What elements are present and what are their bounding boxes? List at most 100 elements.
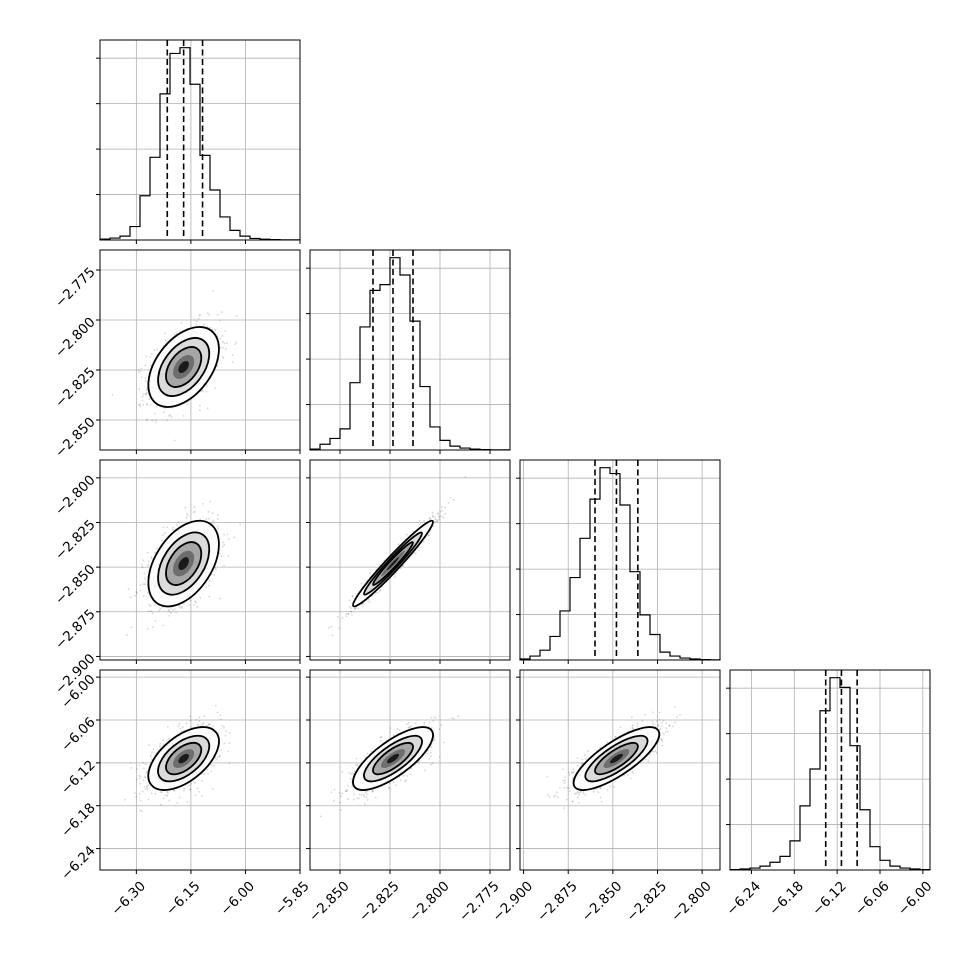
axes-frame xyxy=(309,459,511,661)
sample-point xyxy=(338,627,341,630)
sample-point xyxy=(166,526,169,529)
sample-point xyxy=(190,726,193,728)
sample-point xyxy=(185,722,188,725)
sample-point xyxy=(205,586,208,589)
sample-point xyxy=(398,729,401,731)
sample-point xyxy=(439,510,442,513)
sample-point xyxy=(149,753,152,756)
sample-point xyxy=(141,566,144,569)
sample-point xyxy=(135,591,138,593)
sample-point xyxy=(223,342,226,345)
sample-point xyxy=(147,798,150,801)
sample-point xyxy=(396,732,399,735)
sample-point xyxy=(436,519,439,521)
sample-point xyxy=(156,348,158,351)
sample-point xyxy=(430,746,433,749)
sample-point xyxy=(173,789,176,792)
sample-point xyxy=(356,797,359,800)
sample-point xyxy=(203,714,206,717)
contour-2 xyxy=(372,741,414,776)
sample-point xyxy=(130,626,133,629)
sample-point xyxy=(144,577,146,580)
axes-frame xyxy=(309,249,511,451)
sample-point xyxy=(399,779,402,782)
sample-point xyxy=(154,620,157,622)
sample-point xyxy=(198,720,201,722)
sample-point xyxy=(167,726,169,728)
sample-point xyxy=(135,795,138,798)
sample-point xyxy=(327,626,330,629)
sample-point xyxy=(130,766,133,769)
sample-point xyxy=(206,407,209,410)
panel-content xyxy=(123,704,231,813)
sample-point xyxy=(372,790,375,792)
sample-point xyxy=(177,521,180,524)
sample-point xyxy=(360,582,363,585)
sample-point xyxy=(206,768,209,771)
density-level-4 xyxy=(178,753,189,764)
sample-point xyxy=(220,718,222,721)
sample-point xyxy=(139,783,142,785)
sample-point xyxy=(443,741,446,744)
sample-point xyxy=(153,349,156,352)
sample-point xyxy=(341,770,344,773)
sample-point xyxy=(221,346,224,349)
sample-point xyxy=(358,793,361,796)
sample-point xyxy=(224,348,227,350)
sample-point xyxy=(162,743,165,746)
sample-point xyxy=(365,791,367,794)
sample-point xyxy=(158,609,161,612)
contour-2 xyxy=(372,541,414,586)
scatter-panel-3-1 xyxy=(306,669,511,874)
sample-point xyxy=(164,794,167,797)
sample-point xyxy=(449,496,452,499)
histogram-step-1 xyxy=(309,257,511,451)
sample-point xyxy=(155,404,158,407)
sample-point xyxy=(199,404,201,407)
sample-point xyxy=(355,764,357,767)
sample-point xyxy=(166,419,169,422)
sample-point xyxy=(210,764,213,767)
sample-point xyxy=(206,325,209,328)
sample-point xyxy=(228,731,231,734)
sample-point xyxy=(220,311,223,314)
sample-point xyxy=(142,761,145,764)
sample-point xyxy=(141,395,144,398)
sample-point xyxy=(207,772,210,775)
sample-point xyxy=(351,595,354,598)
sample-point xyxy=(207,517,210,520)
sample-point xyxy=(201,390,204,393)
sample-point xyxy=(228,742,231,744)
sample-point xyxy=(198,314,201,317)
sample-point xyxy=(221,355,224,358)
histogram-step-3 xyxy=(729,677,931,871)
sample-point xyxy=(144,763,147,766)
sample-point xyxy=(205,390,208,393)
sample-point xyxy=(167,737,170,740)
sample-point xyxy=(356,763,359,766)
sample-point xyxy=(182,415,185,417)
sample-point xyxy=(151,751,153,754)
density-level-4 xyxy=(386,557,399,570)
sample-point xyxy=(339,808,342,811)
sample-point xyxy=(142,559,145,562)
sample-point xyxy=(151,419,154,422)
sample-point xyxy=(212,725,215,728)
sample-point xyxy=(146,576,149,578)
histogram-step-2 xyxy=(519,467,721,661)
sample-point xyxy=(181,726,184,729)
sample-point xyxy=(367,598,370,601)
sample-point xyxy=(146,402,149,405)
sample-point xyxy=(406,774,409,777)
sample-point xyxy=(135,778,138,781)
sample-point xyxy=(435,716,437,719)
sample-point xyxy=(222,357,225,360)
sample-point xyxy=(464,476,467,478)
sample-point xyxy=(434,521,436,523)
sample-point xyxy=(227,750,230,753)
sample-point xyxy=(218,319,221,322)
sample-point xyxy=(414,764,417,766)
sample-point xyxy=(146,788,149,791)
sample-point xyxy=(203,323,206,326)
